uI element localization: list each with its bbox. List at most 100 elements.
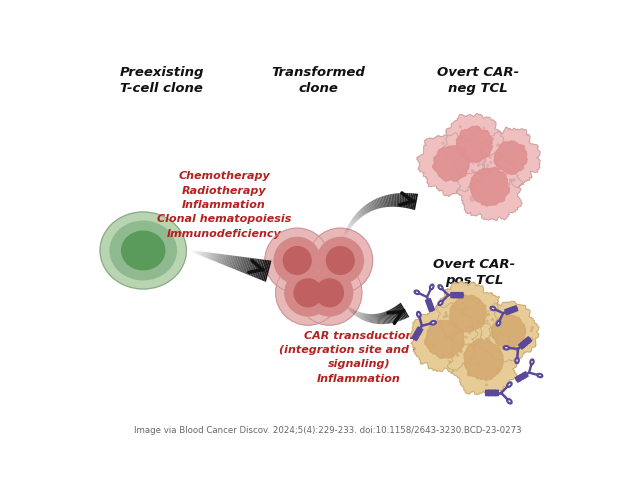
Circle shape — [489, 156, 491, 158]
Circle shape — [456, 325, 458, 327]
Ellipse shape — [515, 358, 519, 364]
FancyBboxPatch shape — [488, 390, 492, 396]
Circle shape — [491, 181, 493, 183]
Circle shape — [476, 178, 479, 180]
FancyBboxPatch shape — [454, 293, 457, 298]
Circle shape — [467, 374, 470, 376]
Polygon shape — [479, 127, 540, 188]
Circle shape — [478, 161, 480, 163]
Circle shape — [486, 384, 488, 386]
Ellipse shape — [439, 286, 442, 289]
Ellipse shape — [414, 290, 420, 295]
Circle shape — [445, 312, 447, 314]
Circle shape — [531, 338, 533, 340]
Circle shape — [442, 142, 444, 144]
Circle shape — [463, 147, 465, 149]
Circle shape — [486, 165, 489, 167]
Ellipse shape — [508, 383, 511, 386]
Polygon shape — [433, 146, 470, 182]
Polygon shape — [449, 295, 486, 332]
Circle shape — [464, 156, 466, 158]
Ellipse shape — [429, 284, 434, 290]
Circle shape — [469, 155, 472, 157]
Circle shape — [509, 179, 511, 181]
FancyBboxPatch shape — [415, 330, 421, 335]
Ellipse shape — [430, 285, 433, 289]
Circle shape — [477, 164, 479, 166]
Circle shape — [477, 364, 479, 366]
Circle shape — [452, 175, 454, 177]
Circle shape — [509, 180, 512, 182]
Circle shape — [497, 369, 499, 371]
Circle shape — [470, 198, 472, 200]
Circle shape — [484, 305, 486, 307]
Polygon shape — [456, 126, 493, 163]
Circle shape — [425, 341, 427, 343]
Circle shape — [476, 303, 478, 305]
Circle shape — [470, 196, 472, 198]
Circle shape — [274, 238, 320, 284]
Circle shape — [294, 279, 322, 307]
Text: Overt CAR-
neg TCL: Overt CAR- neg TCL — [437, 65, 519, 95]
FancyBboxPatch shape — [412, 335, 418, 341]
Ellipse shape — [538, 374, 542, 377]
FancyBboxPatch shape — [518, 374, 523, 380]
Circle shape — [486, 339, 488, 341]
FancyBboxPatch shape — [460, 293, 463, 298]
FancyBboxPatch shape — [523, 372, 528, 378]
FancyBboxPatch shape — [508, 308, 512, 313]
Circle shape — [531, 329, 532, 331]
Polygon shape — [436, 281, 499, 346]
Ellipse shape — [100, 212, 186, 289]
Ellipse shape — [508, 399, 511, 403]
Circle shape — [529, 337, 531, 339]
Circle shape — [531, 327, 533, 329]
Circle shape — [499, 152, 500, 154]
FancyBboxPatch shape — [413, 332, 420, 338]
FancyBboxPatch shape — [451, 293, 454, 298]
Ellipse shape — [110, 221, 176, 280]
Circle shape — [424, 342, 426, 344]
Circle shape — [471, 133, 474, 135]
Circle shape — [477, 320, 479, 322]
Polygon shape — [492, 314, 525, 348]
Circle shape — [461, 345, 463, 347]
Circle shape — [465, 139, 467, 141]
Text: CAR transduction
(integration site and CAR
signaling)
Inflammation: CAR transduction (integration site and C… — [279, 330, 438, 384]
Text: Transformed
clone: Transformed clone — [272, 65, 365, 95]
Circle shape — [481, 142, 483, 144]
Circle shape — [483, 127, 485, 129]
FancyBboxPatch shape — [520, 373, 525, 379]
Circle shape — [428, 343, 430, 345]
FancyBboxPatch shape — [492, 390, 495, 396]
Polygon shape — [464, 339, 503, 380]
Circle shape — [458, 159, 460, 161]
FancyBboxPatch shape — [513, 306, 518, 311]
Polygon shape — [417, 132, 486, 196]
Polygon shape — [479, 301, 539, 362]
FancyBboxPatch shape — [505, 309, 509, 314]
Circle shape — [468, 331, 470, 333]
Circle shape — [445, 315, 448, 317]
Circle shape — [265, 228, 330, 293]
FancyBboxPatch shape — [524, 339, 529, 345]
Circle shape — [492, 137, 494, 139]
Circle shape — [466, 168, 468, 170]
Circle shape — [465, 166, 468, 168]
Circle shape — [474, 143, 476, 145]
Circle shape — [481, 203, 483, 205]
Ellipse shape — [417, 312, 420, 316]
FancyBboxPatch shape — [521, 341, 527, 347]
Circle shape — [503, 172, 505, 174]
Circle shape — [522, 167, 524, 169]
Circle shape — [465, 307, 467, 309]
Circle shape — [457, 354, 459, 356]
Circle shape — [496, 335, 498, 337]
Circle shape — [499, 165, 501, 167]
Polygon shape — [425, 320, 464, 358]
Circle shape — [316, 279, 344, 307]
Circle shape — [482, 194, 484, 196]
FancyBboxPatch shape — [428, 304, 433, 309]
Circle shape — [505, 160, 508, 162]
Circle shape — [510, 163, 512, 165]
